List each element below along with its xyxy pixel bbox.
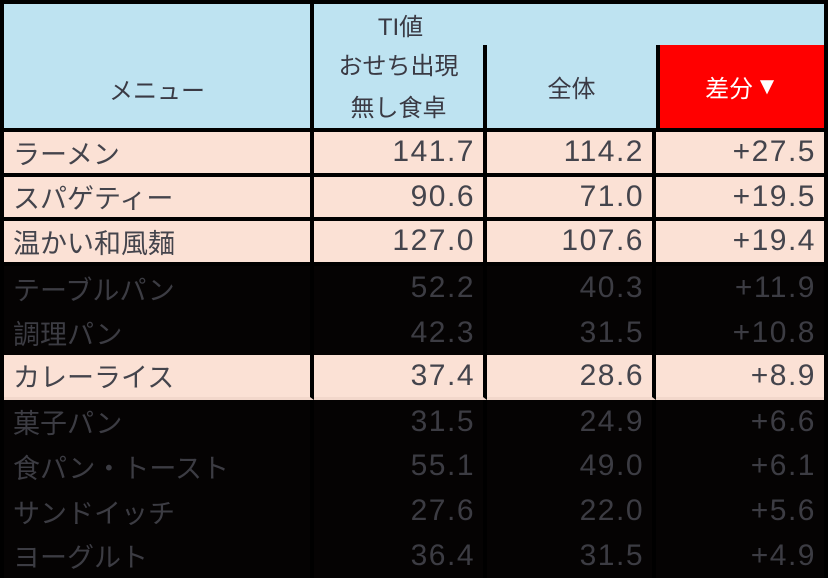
menu-cell: スパゲティー [4,176,314,222]
menu-cell: 調理パン [4,310,314,355]
ti-value-cell: 42.3 [314,310,487,355]
ti-value-cell: 90.6 [314,176,487,222]
diff-cell: +27.5 [656,132,824,177]
overall-cell: 71.0 [487,176,656,222]
menu-cell: 菓子パン [4,399,314,445]
sort-descending-icon: ▼ [755,72,779,100]
diff-cell: +6.1 [656,444,824,489]
column-header-overall: 全体 [487,45,656,132]
menu-cell: カレーライス [4,354,314,400]
menu-cell: ヨーグルト [4,533,314,578]
menu-cell: 食パン・トースト [4,444,314,489]
diff-cell: +10.8 [656,310,824,355]
ti-sub-line1: おせち出現 [338,52,459,80]
overall-cell: 31.5 [487,533,656,578]
diff-cell: +11.9 [656,265,824,311]
menu-cell: ラーメン [4,132,314,177]
diff-header-label: 差分 [705,76,754,103]
ti-value-title: TI値 [377,14,424,41]
overall-cell: 22.0 [487,488,656,534]
column-header-ti-value: TI値 [314,4,824,45]
menu-header-label: メニュー [109,78,205,105]
ti-value-cell: 36.4 [314,533,487,578]
column-header-menu: メニュー [4,4,314,132]
ti-value-cell: 27.6 [314,488,487,534]
diff-cell: +19.4 [656,221,824,266]
menu-cell: 温かい和風麺 [4,221,314,266]
ti-value-cell: 31.5 [314,399,487,445]
overall-cell: 40.3 [487,265,656,311]
overall-cell: 31.5 [487,310,656,355]
ti-value-cell: 55.1 [314,444,487,489]
overall-header-label: 全体 [547,76,596,103]
overall-cell: 49.0 [487,444,656,489]
ti-sub-line2: 無し食卓 [350,94,447,122]
overall-cell: 107.6 [487,221,656,266]
menu-cell: テーブルパン [4,265,314,311]
diff-cell: +5.6 [656,488,824,534]
menu-cell: サンドイッチ [4,488,314,534]
diff-cell: +6.6 [656,399,824,445]
ti-value-cell: 127.0 [314,221,487,266]
overall-cell: 114.2 [487,132,656,177]
overall-cell: 28.6 [487,354,656,400]
overall-cell: 24.9 [487,399,656,445]
ti-value-cell: 141.7 [314,132,487,177]
column-header-ti-no-osechi: おせち出現 無し食卓 [314,45,487,132]
ti-value-cell: 37.4 [314,354,487,400]
column-header-diff[interactable]: 差分 ▼ [656,45,824,132]
diff-cell: +19.5 [656,176,824,222]
diff-cell: +8.9 [656,354,824,400]
diff-cell: +4.9 [656,533,824,578]
ti-value-cell: 52.2 [314,265,487,311]
